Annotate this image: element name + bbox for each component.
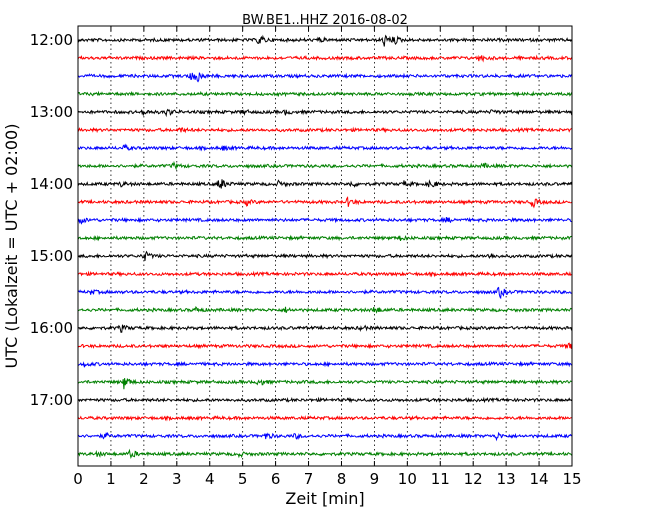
trace-line: [77, 286, 573, 300]
x-tick-label: 0: [73, 470, 83, 488]
x-tick-label: 14: [530, 470, 549, 488]
trace-line: [77, 360, 573, 368]
trace-line: [77, 270, 573, 278]
chart-title: BW.BE1..HHZ 2016-08-02: [242, 13, 408, 28]
x-tick-label: 12: [464, 470, 483, 488]
trace-line: [77, 414, 573, 422]
y-hour-label: 15:00: [30, 247, 73, 265]
x-tick-label: 7: [304, 470, 314, 488]
trace-line: [77, 342, 573, 350]
trace-line: [77, 216, 573, 225]
trace-line: [77, 378, 573, 390]
vertical-gridlines: [110, 26, 540, 466]
seismogram-traces: [77, 34, 573, 459]
trace-line: [77, 179, 573, 189]
trace-line: [77, 72, 573, 83]
trace-line: [77, 396, 573, 404]
y-hour-label: 13:00: [30, 103, 73, 121]
y-hour-label: 16:00: [30, 319, 73, 337]
trace-line: [77, 448, 573, 459]
x-tick-label: 9: [370, 470, 380, 488]
y-hour-label: 14:00: [30, 175, 73, 193]
trace-line: [77, 160, 573, 171]
trace-line: [77, 143, 573, 152]
x-tick-label: 4: [205, 470, 215, 488]
y-hour-label: 17:00: [30, 391, 73, 409]
x-tick-label: 3: [172, 470, 182, 488]
trace-line: [77, 34, 573, 47]
x-tick-label: 10: [398, 470, 417, 488]
trace-line: [77, 431, 573, 442]
plot-frame: [77, 25, 573, 467]
trace-line: [77, 324, 573, 333]
x-tick-label: 5: [238, 470, 248, 488]
x-axis-ticks: 0 1 2 3 4 5 6 7 8 9 10 11 12 13 14 15: [73, 26, 582, 488]
x-tick-label: 6: [271, 470, 281, 488]
trace-line: [77, 108, 573, 118]
trace-line: [77, 90, 573, 98]
x-tick-label: 1: [106, 470, 116, 488]
x-tick-label: 11: [431, 470, 450, 488]
x-tick-label: 13: [497, 470, 516, 488]
trace-line: [77, 234, 573, 242]
x-tick-label: 2: [139, 470, 149, 488]
trace-line: [77, 126, 573, 134]
y-hour-label: 12:00: [30, 31, 73, 49]
y-axis-hour-ticks: 12:00 13:00 14:00 15:00 16:00 17:00: [30, 31, 572, 409]
y-axis-label: UTC (Lokalzeit = UTC + 02:00): [2, 124, 21, 369]
trace-line: [77, 54, 573, 63]
trace-line: [77, 305, 573, 314]
x-tick-label: 15: [562, 470, 581, 488]
trace-line: [77, 196, 573, 209]
trace-line: [77, 250, 573, 261]
x-axis-label: Zeit [min]: [285, 489, 364, 508]
x-tick-label: 8: [337, 470, 347, 488]
plot-area-background: [78, 26, 572, 466]
